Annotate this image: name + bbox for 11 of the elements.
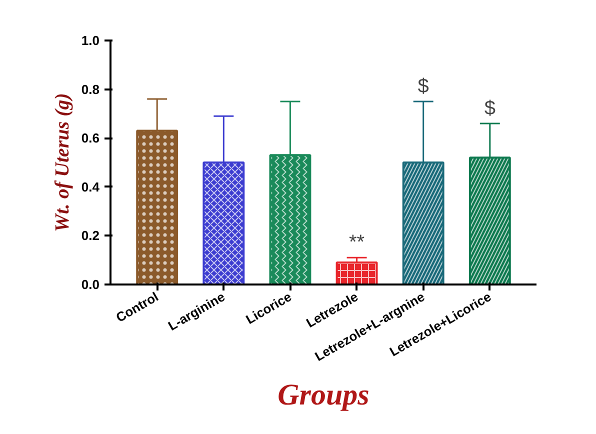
annotation: $	[484, 97, 496, 120]
x-axis-title: Groups	[278, 378, 370, 412]
y-tick-label: 0.0	[81, 277, 100, 292]
annotation: **	[349, 232, 365, 254]
y-tick-label: 0.2	[81, 228, 100, 244]
y-tick-label: 0.8	[81, 82, 100, 97]
annotation: $	[418, 76, 429, 98]
y-tick-label: 0.4	[81, 179, 100, 194]
y-tick-label: 0.6	[81, 130, 100, 146]
y-axis-title: Wt. of Uterus (g)	[51, 93, 74, 232]
y-tick-label: 1.0	[81, 33, 100, 48]
